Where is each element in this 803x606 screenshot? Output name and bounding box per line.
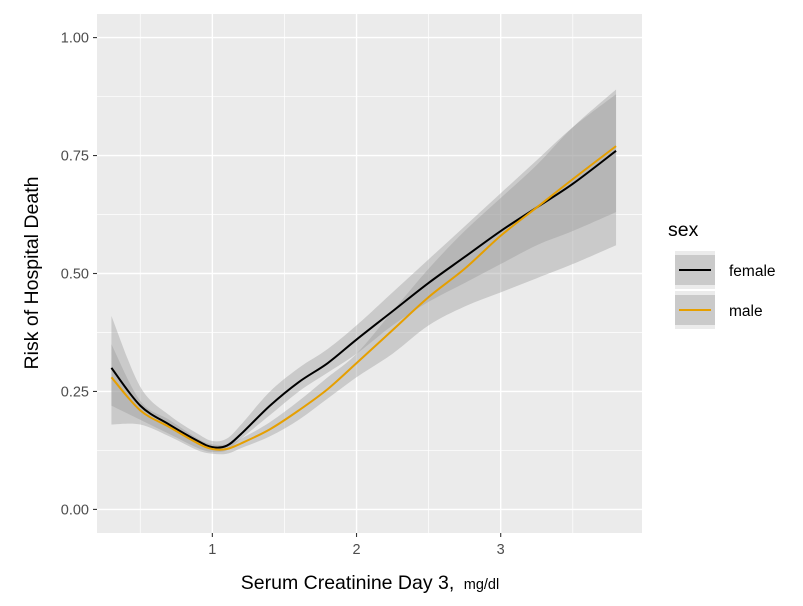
confidence-ribbons [111,89,617,455]
legend-title: sex [668,219,699,241]
x-tick-label: 2 [352,542,360,558]
y-tick-label: 1.00 [61,31,89,47]
y-tick-labels: 0.00 0.25 0.50 0.75 1.00 [61,31,89,519]
x-tick-label: 1 [208,542,216,558]
x-axis-title: Serum Creatinine Day 3, mg/dl [241,572,499,594]
y-tick-label: 0.75 [61,149,89,165]
x-tick-labels: 1 2 3 [208,542,504,558]
x-tick-label: 3 [497,542,505,558]
ribbon-male [111,89,617,455]
y-axis-title: Risk of Hospital Death [21,177,43,370]
y-tick-label: 0.50 [61,267,89,283]
major-gridlines [97,14,642,533]
legend-label-male: male [729,303,763,320]
legend-label-female: female [729,263,776,280]
axis-ticks [93,37,502,537]
x-axis-label: Serum Creatinine Day 3, [241,572,455,594]
series-lines [110,145,617,451]
y-tick-label: 0.25 [61,384,89,400]
ribbon-female [111,94,617,453]
legend: sex female male [668,219,776,329]
x-axis-unit: mg/dl [464,577,499,593]
y-tick-label: 0.00 [61,502,89,518]
line-female [110,150,617,449]
line-male [110,145,617,451]
